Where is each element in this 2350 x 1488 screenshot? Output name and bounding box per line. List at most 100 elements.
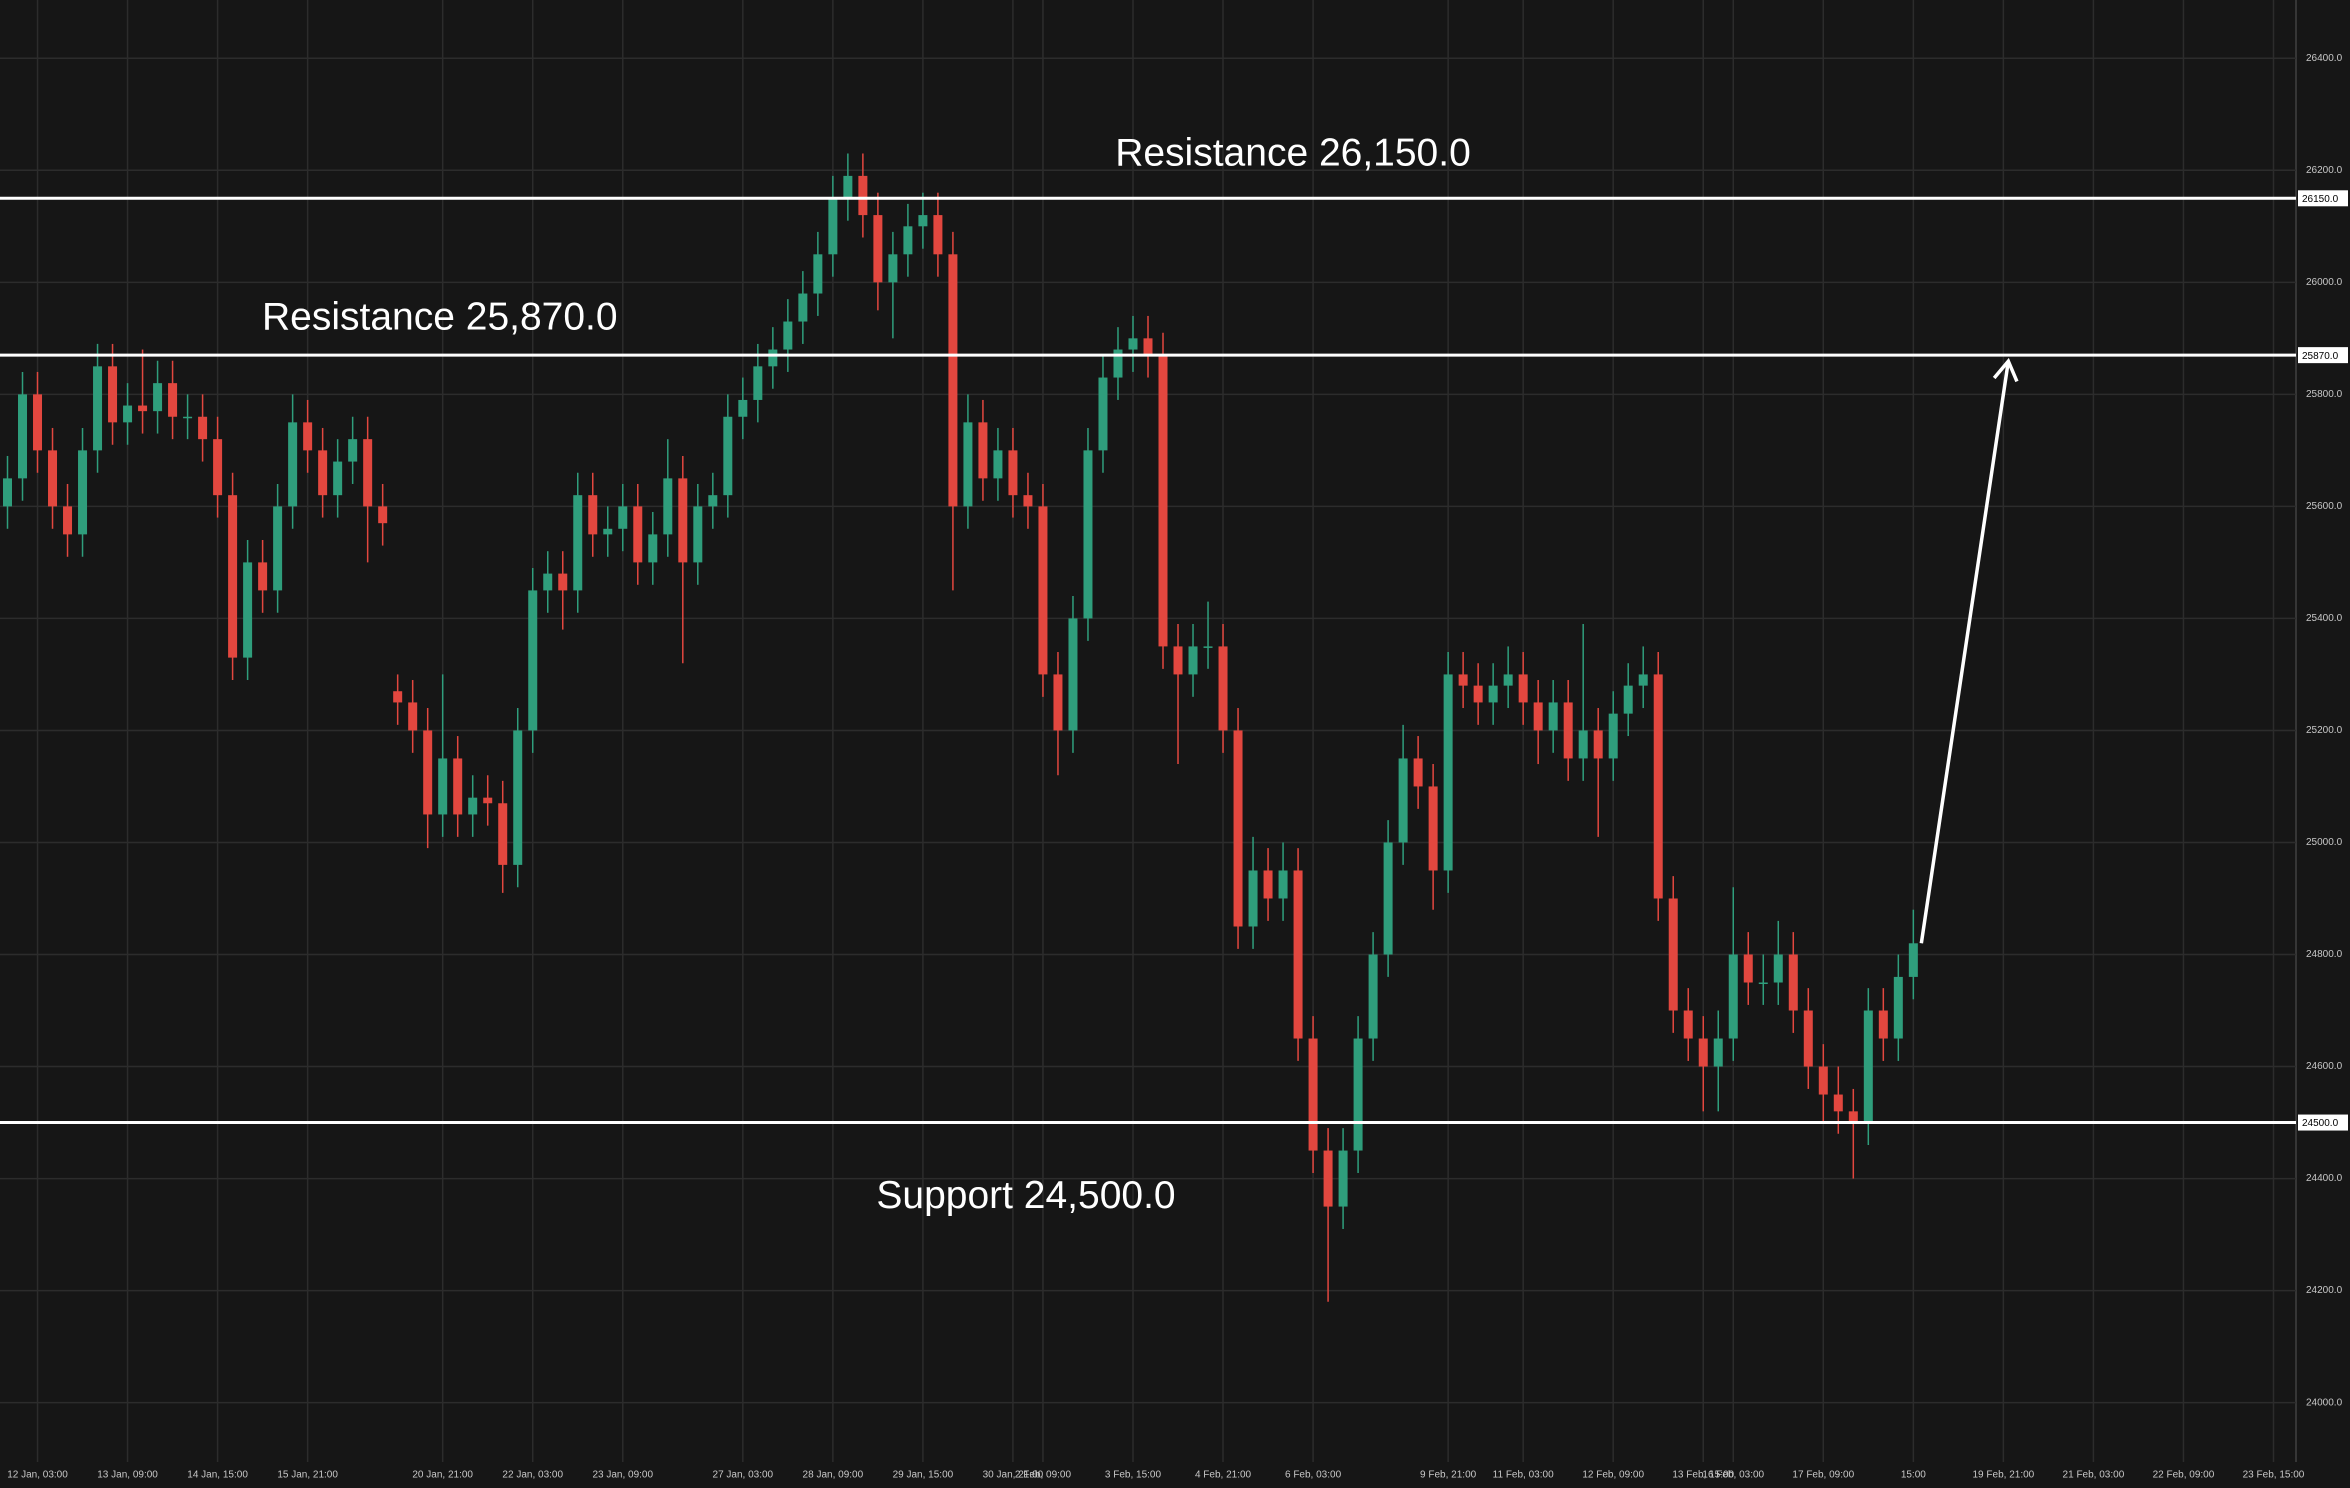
candle-body	[1533, 702, 1543, 731]
candle-body	[1818, 1066, 1828, 1095]
candle-body	[1068, 618, 1078, 731]
candle-body	[1578, 730, 1588, 759]
y-tick-label: 25000.0	[2306, 837, 2343, 848]
candle-body	[498, 803, 508, 865]
candle-body	[813, 254, 823, 294]
candle-body	[513, 730, 523, 865]
level-tag-label: 26150.0	[2302, 194, 2339, 205]
candle-body	[828, 198, 838, 255]
candle-body	[348, 439, 358, 462]
candle-body	[1188, 646, 1198, 675]
candle-body	[798, 293, 808, 322]
candle-body	[1308, 1038, 1318, 1151]
candle-body	[93, 366, 103, 451]
candle-body	[843, 175, 853, 199]
candle-body	[663, 478, 673, 535]
candle-body	[1053, 674, 1063, 731]
candle-body	[318, 450, 328, 496]
x-tick-label: 27 Jan, 03:00	[713, 1470, 774, 1481]
candle-body	[1653, 674, 1663, 899]
candle-body	[1773, 954, 1783, 983]
y-tick-label: 24800.0	[2306, 949, 2343, 960]
candle-body	[33, 394, 43, 451]
candle-body	[1083, 450, 1093, 619]
candle-body	[18, 394, 28, 479]
y-tick-label: 24400.0	[2306, 1173, 2343, 1184]
candle-body	[1863, 1010, 1873, 1123]
candle-body	[1323, 1150, 1333, 1207]
candle-body	[1158, 355, 1168, 647]
candle-body	[528, 590, 538, 731]
x-tick-label: 19 Feb, 21:00	[1973, 1470, 2035, 1481]
candle-body	[543, 573, 553, 591]
candle-body	[1743, 954, 1753, 983]
candle-body	[753, 366, 763, 400]
candle-body	[1008, 450, 1018, 496]
candle-body	[48, 450, 58, 507]
projection-arrow-head	[1992, 357, 2019, 383]
level-tag	[2298, 347, 2348, 364]
candle-body	[63, 506, 73, 535]
candle-body	[963, 422, 973, 507]
x-tick-label: 28 Jan, 09:00	[803, 1470, 864, 1481]
level-annotation: Resistance 25,870.0	[262, 295, 618, 338]
level-tag-label: 24500.0	[2302, 1118, 2339, 1129]
candle-body	[3, 478, 13, 507]
candle-body	[243, 562, 253, 658]
candle-body	[1488, 685, 1498, 703]
candle-body	[1458, 674, 1468, 686]
y-tick-label: 26400.0	[2306, 53, 2343, 64]
candle-body	[1893, 976, 1903, 1039]
candle-body	[588, 495, 598, 535]
candle-body	[1908, 943, 1918, 977]
candle-body	[858, 175, 868, 216]
candle-body	[888, 254, 898, 283]
x-tick-label: 2 Feb, 09:00	[1015, 1470, 1072, 1481]
candle-body	[1413, 758, 1423, 787]
candle-body	[303, 422, 313, 451]
candle-body	[873, 215, 883, 283]
candle-body	[1023, 495, 1033, 507]
level-annotation: Support 24,500.0	[876, 1174, 1175, 1217]
candle-body	[768, 349, 778, 367]
candle-body	[78, 450, 88, 535]
candle-body	[168, 383, 178, 417]
candle-body	[1803, 1010, 1813, 1067]
x-tick-label: 4 Feb, 21:00	[1195, 1470, 1252, 1481]
candle-body	[633, 506, 643, 563]
candle-body	[1758, 982, 1768, 985]
candle-body	[948, 254, 958, 507]
candle-body	[108, 366, 118, 423]
candle-body	[1608, 713, 1618, 759]
candle-body	[1503, 674, 1513, 686]
y-tick-label: 24200.0	[2306, 1285, 2343, 1296]
candle-body	[573, 495, 583, 591]
candle-body	[483, 797, 493, 804]
candle-body	[333, 461, 343, 496]
candle-body	[438, 758, 448, 815]
candle-body	[453, 758, 463, 815]
candle-body	[423, 730, 433, 815]
candle-body	[1428, 786, 1438, 871]
x-tick-label: 13 Jan, 09:00	[97, 1470, 158, 1481]
candle-body	[738, 399, 748, 417]
candle-body	[1338, 1150, 1348, 1207]
candle-body	[1683, 1010, 1693, 1039]
candle-body	[678, 478, 688, 563]
y-tick-label: 25600.0	[2306, 501, 2343, 512]
candle-body	[213, 439, 223, 496]
candle-body	[468, 797, 478, 815]
candle-body	[1098, 377, 1108, 451]
candle-body	[258, 562, 268, 591]
x-tick-label: 3 Feb, 15:00	[1105, 1470, 1162, 1481]
candle-body	[1263, 870, 1273, 899]
candle-body	[558, 573, 568, 591]
candle-body	[1698, 1038, 1708, 1067]
x-tick-label: 29 Jan, 15:00	[893, 1470, 954, 1481]
x-tick-label: 17 Feb, 09:00	[1792, 1470, 1854, 1481]
candle-body	[363, 439, 373, 507]
y-tick-label: 24000.0	[2306, 1397, 2343, 1408]
